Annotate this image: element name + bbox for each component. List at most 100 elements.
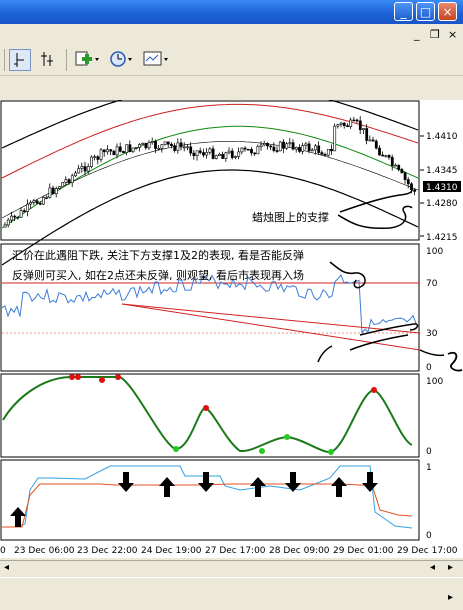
candle-body [208,148,212,153]
scroll-left-icon[interactable]: ◂ [4,562,10,573]
commentary-line-2: 反弹则可买入, 如在2点还未反弹, 则观望, 看后市表现再入场 [12,268,304,282]
horizontal-scrollbar[interactable]: ◂ ◂ ▸ [0,560,463,578]
sell-arrow-icon [198,472,214,492]
stochastic-marker [115,374,121,380]
handwritten-stroke [317,345,333,363]
mdi-restore-button[interactable]: ❐ [430,28,440,41]
candle-support-note: 蜡烛图上的支撑 [252,210,329,224]
candle-body [368,139,372,142]
chart-canvas[interactable]: 1.4410 1.4345 1.4280 1.4215 1.4310 蜡烛图上的… [0,83,463,558]
buy-arrow-icon [250,477,266,497]
price-pane [0,100,420,241]
mdi-close-button[interactable]: × [448,28,458,41]
candle-body [243,147,247,150]
candle-body [214,155,218,159]
sell-arrow-icon [285,472,301,492]
candle-body [237,151,241,157]
candle-body [384,155,388,157]
candle-body [307,143,311,151]
candle-body [16,216,20,219]
candle-body [138,144,141,148]
time-axis: 0 23 Dec 06:00 23 Dec 22:00 24 Dec 19:00… [0,546,458,556]
rsi-tick-label: 70 [426,279,438,289]
candle-body [317,145,321,153]
candle-body [35,200,39,204]
time-label: 23 Dec 22:00 [77,546,138,556]
scroll-left-icon[interactable]: ◂ [430,562,436,573]
chart-window[interactable]: 1.4410 1.4345 1.4280 1.4215 1.4310 蜡烛图上的… [0,83,463,558]
candle-body [246,148,250,151]
candle-body [202,152,205,156]
candle-body [10,215,13,221]
rsi-axis: 100 70 30 0 [426,247,443,373]
time-label: 23 Dec 06:00 [14,546,75,556]
candle-body [125,144,129,153]
status-bar: ▸ [0,577,463,610]
time-label: 24 Dec 19:00 [141,546,202,556]
candle-body [26,203,29,212]
candle-body [99,149,103,160]
candle-body [342,122,346,126]
candle-body [381,154,385,157]
scroll-right-icon[interactable]: ▸ [448,562,454,573]
candle-body [304,143,308,146]
signal-axis: 1 0 [426,463,432,541]
candle-body [275,150,279,152]
stochastic-marker [99,377,105,383]
candle-body [358,120,362,131]
candle-body [333,125,337,152]
mdi-minimize-button[interactable]: _ [414,28,420,41]
rsi-line [1,274,417,334]
maximize-button[interactable]: □ [416,2,435,21]
toolbar-separator [4,49,5,71]
close-icon: × [442,5,453,19]
candle-body [19,210,23,218]
candle-body [186,146,189,149]
templates-button[interactable] [142,49,172,71]
add-indicator-button[interactable] [73,49,101,71]
stoch-tick-label: 100 [426,377,443,387]
candle-body [106,149,109,153]
handwritten-scribble-1 [359,323,419,336]
candle-body [387,155,391,158]
maximize-icon: □ [419,5,432,19]
stochastic-axis: 100 0 [426,377,443,457]
time-label: 0 [0,546,6,556]
signal-pane [0,459,420,541]
sell-arrow-icon [118,472,134,492]
close-button[interactable]: × [438,2,457,21]
minimize-button[interactable]: _ [394,2,413,21]
candle-body [58,186,61,189]
candle-body [147,142,151,149]
candle-body [362,128,365,131]
candle-body [390,157,394,167]
stochastic-marker [69,374,75,380]
candle-body [218,153,221,156]
handwritten-arrow-1 [349,334,409,351]
candle-body [336,124,340,127]
candle-body [54,188,58,195]
price-axis: 1.4410 1.4345 1.4280 1.4215 1.4310 [420,132,461,243]
rsi-tick-label: 30 [426,329,438,339]
signal-blue-line [2,465,413,529]
menu-bar [0,24,463,45]
candle-body [74,172,77,177]
fibonacci-tool-button[interactable] [37,49,59,71]
candle-body [189,146,193,154]
candle-body [42,197,45,205]
stochastic-marker [371,387,377,393]
candle-body [288,142,292,145]
price-tick-label: 1.4345 [426,166,458,176]
time-label: 27 Dec 17:00 [205,546,266,556]
candle-body [346,125,349,127]
line-tool-button[interactable] [9,49,31,71]
candle-body [240,147,244,153]
candle-body [326,148,330,156]
candle-body [285,143,289,149]
sell-arrow-icon [362,472,378,492]
candle-body [61,182,65,188]
periods-button[interactable] [108,49,136,71]
scroll-right-icon[interactable]: ▸ [448,592,454,603]
handwritten-mark-top [329,261,366,289]
candle-body [154,140,157,149]
